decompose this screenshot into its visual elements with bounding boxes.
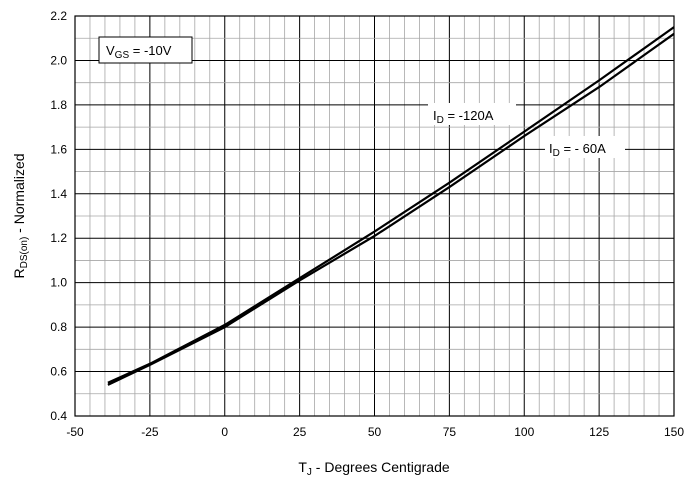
y-axis-label: RDS(on) - Normalized	[11, 153, 30, 278]
y-tick-label: 1.8	[50, 98, 67, 112]
x-tick-label: 25	[293, 425, 307, 439]
y-tick-label: 1.4	[50, 187, 67, 201]
x-tick-label: 75	[443, 425, 457, 439]
x-tick-labels: -50 -25 0 25 50 75 100 125 150	[66, 425, 684, 439]
y-tick-label: 0.6	[50, 365, 67, 379]
x-tick-label: -25	[141, 425, 159, 439]
id120-label-bg	[428, 103, 516, 125]
x-tick-label: 150	[664, 425, 684, 439]
y-tick-label: 1.2	[50, 231, 67, 245]
plot-frame	[74, 15, 675, 417]
x-axis-label: TJ - Degrees Centigrade	[298, 459, 450, 478]
y-tick-label: 1.6	[50, 142, 67, 156]
series-label-id60: ID = - 60A	[549, 141, 606, 159]
x-tick-label: 50	[368, 425, 382, 439]
y-tick-label: 0.4	[50, 409, 67, 423]
y-tick-label: 1.0	[50, 276, 67, 290]
x-tick-label: 125	[589, 425, 609, 439]
y-tick-label: 2.2	[50, 9, 67, 23]
vgs-annotation: VGS = -10V	[106, 43, 172, 61]
y-tick-labels: 0.4 0.6 0.8 1.0 1.2 1.4 1.6 1.8 2.0 2.2	[50, 9, 67, 423]
series-lines	[107, 26, 675, 386]
y-tick-label: 2.0	[50, 53, 67, 67]
x-tick-label: 0	[221, 425, 228, 439]
series-label-id120: ID = -120A	[433, 108, 494, 126]
grid	[74, 15, 675, 417]
series-line-id60	[107, 32, 675, 386]
x-tick-label: 100	[514, 425, 534, 439]
y-tick-label: 0.8	[50, 320, 67, 334]
x-tick-label: -50	[66, 425, 84, 439]
id60-label-bg	[545, 136, 625, 158]
vgs-annotation-box	[98, 36, 193, 64]
series-line-id120	[107, 26, 675, 384]
